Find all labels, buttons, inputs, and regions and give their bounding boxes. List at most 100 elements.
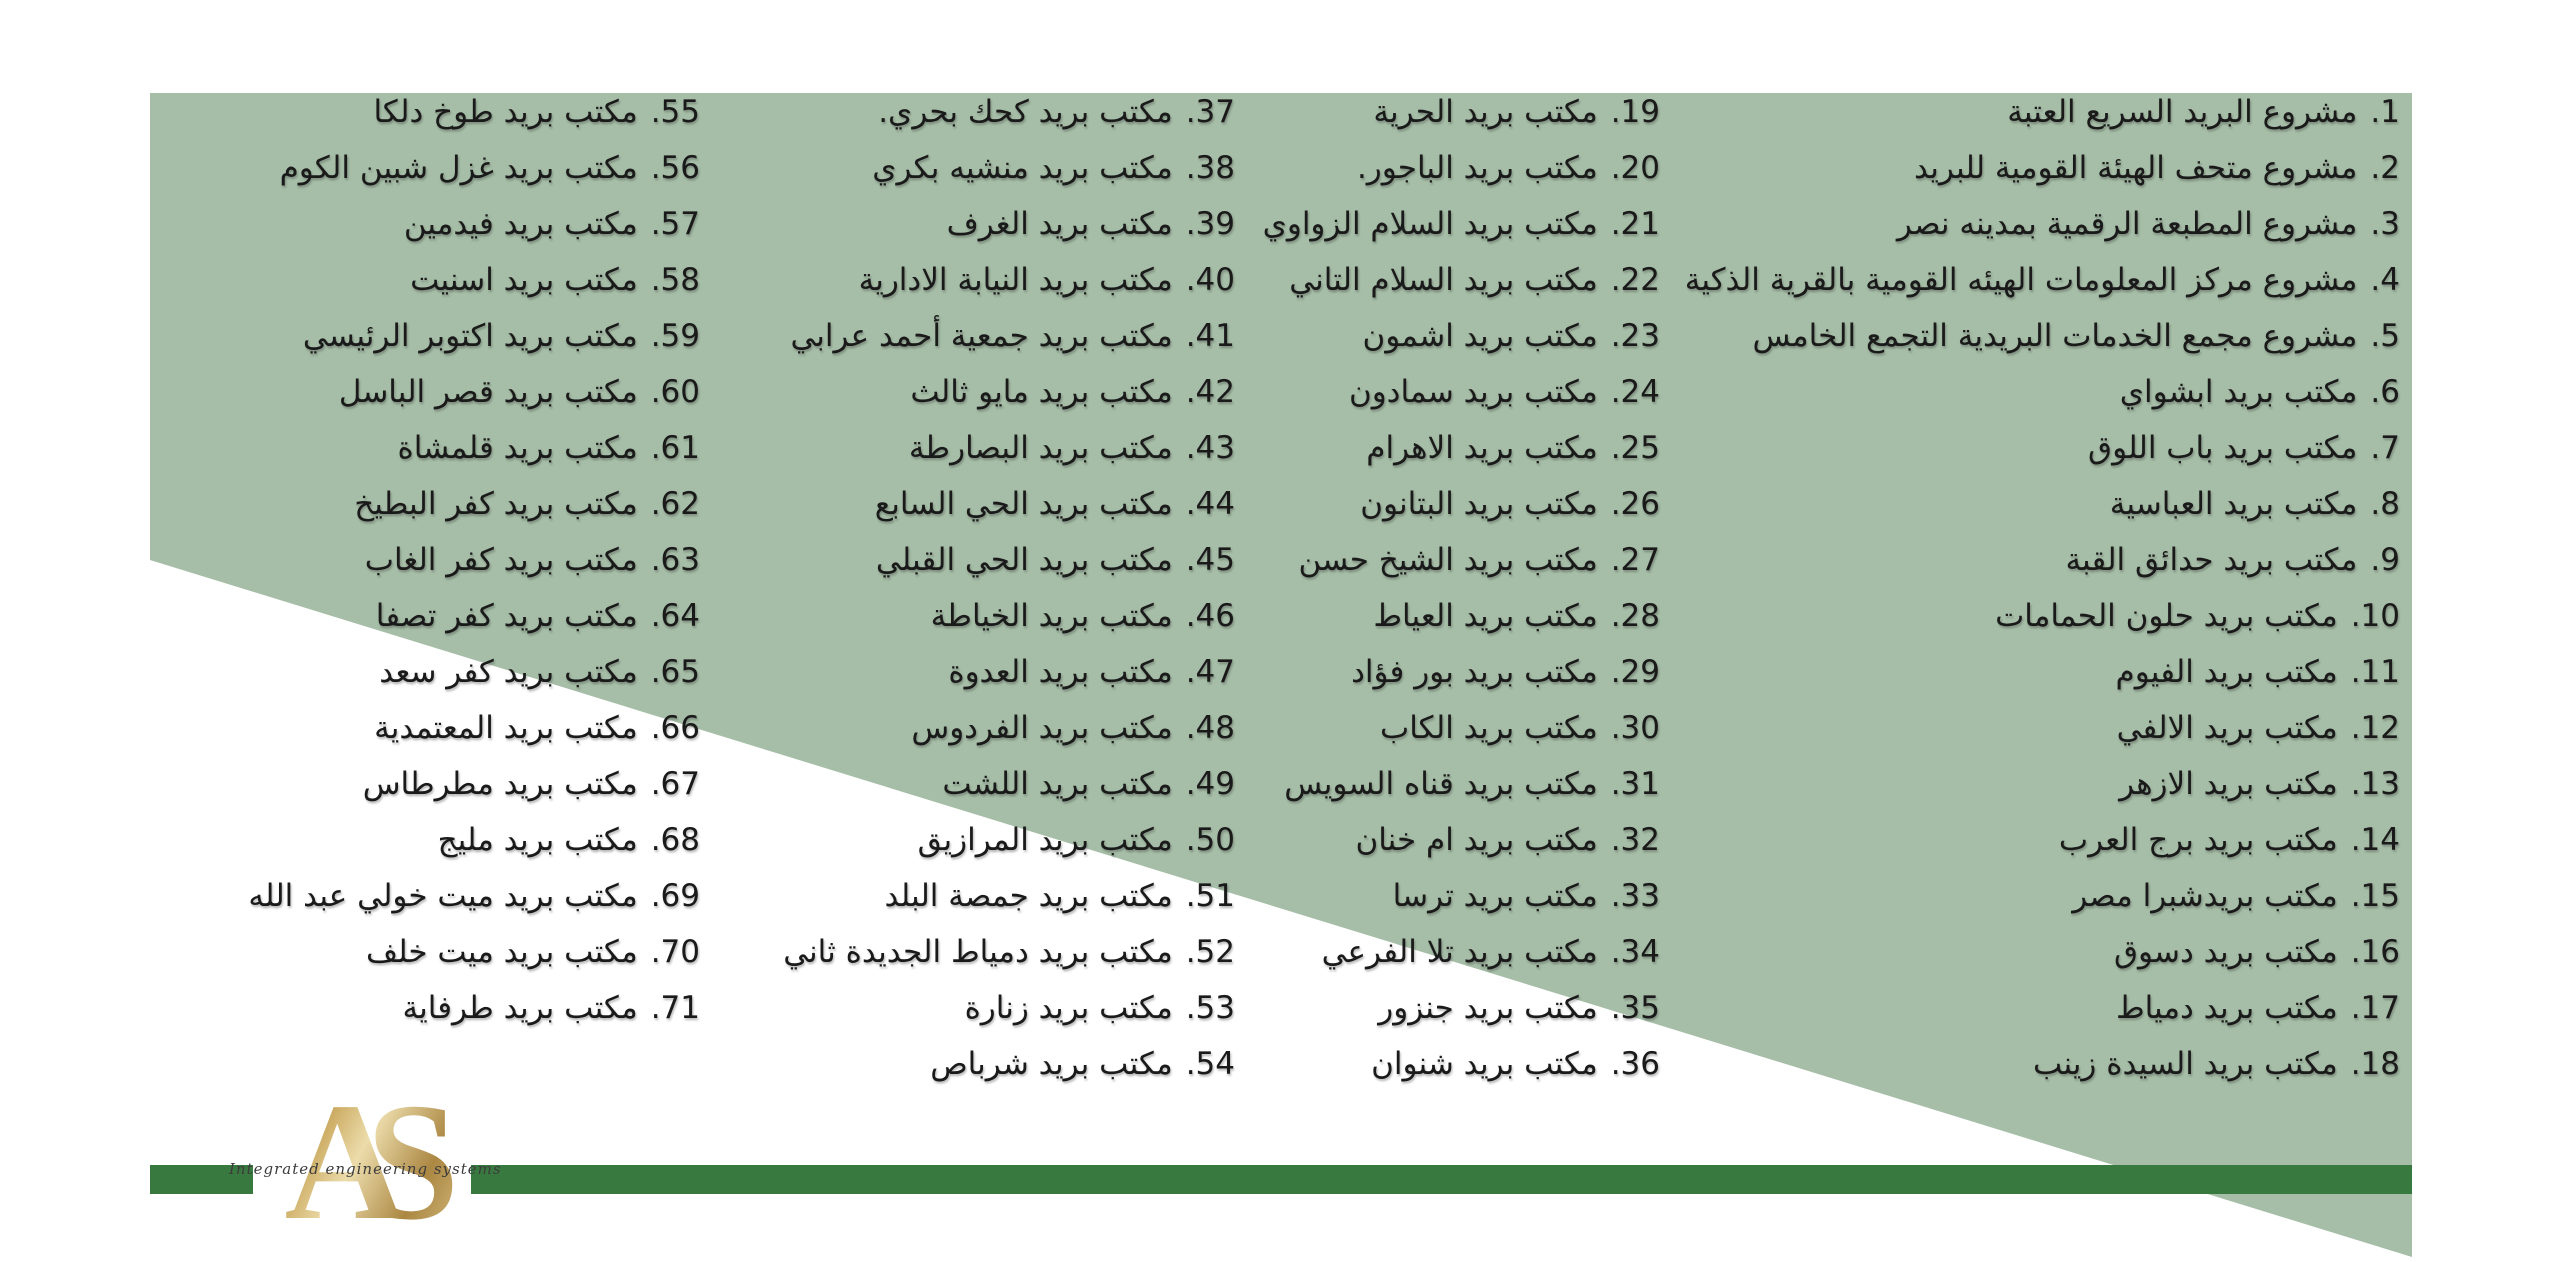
- list-item: 60. مكتب بريد قصر الباسل: [248, 364, 700, 420]
- item-number: 30.: [1610, 710, 1660, 746]
- item-number: 27.: [1610, 542, 1660, 578]
- item-label: مكتب بريد العباسية: [2109, 486, 2358, 522]
- item-number: 67.: [650, 766, 700, 802]
- item-number: 44.: [1185, 486, 1235, 522]
- item-label: مكتب بريد السيدة زينب: [2033, 1046, 2338, 1082]
- item-number: 28.: [1610, 598, 1660, 634]
- item-label: مكتب بريد مليج: [437, 822, 638, 858]
- list-item: 66. مكتب بريد المعتمدية: [248, 700, 700, 756]
- item-label: مكتب بريد ام خنان: [1355, 822, 1598, 858]
- item-label: مكتب بريد كفر البطيخ: [354, 486, 638, 522]
- item-label: مكتب بريد حلون الحمامات: [1995, 598, 2338, 634]
- item-number: 5.: [2370, 318, 2400, 354]
- item-number: 64.: [650, 598, 700, 634]
- item-number: 9.: [2370, 542, 2400, 578]
- item-label: مكتب بريد الحرية: [1373, 94, 1598, 130]
- list-item: 45. مكتب بريد الحي القبلي: [783, 532, 1235, 588]
- item-number: 7.: [2370, 430, 2400, 466]
- list-item: 24. مكتب بريد سمادون: [1263, 364, 1660, 420]
- item-label: مشروع متحف الهيئة القومية للبريد: [1914, 150, 2358, 186]
- projects-column-2: 19. مكتب بريد الحرية 20. مكتب بريد الباجور.…: [1263, 84, 1660, 1092]
- list-item: 27. مكتب بريد الشيخ حسن: [1263, 532, 1660, 588]
- item-number: 66.: [650, 710, 700, 746]
- item-number: 35.: [1610, 990, 1660, 1026]
- item-label: مشروع مجمع الخدمات البريدية التجمع الخام…: [1752, 318, 2358, 354]
- list-item: 17. مكتب بريد دمياط: [1685, 980, 2400, 1036]
- item-label: مكتب بريد كفر سعد: [379, 654, 638, 690]
- item-number: 65.: [650, 654, 700, 690]
- item-number: 3.: [2370, 206, 2400, 242]
- list-item: 1. مشروع البريد السريع العتبة: [1685, 84, 2400, 140]
- list-item: 46. مكتب بريد الخياطة: [783, 588, 1235, 644]
- list-item: 38. مكتب بريد منشيه بكري: [783, 140, 1235, 196]
- list-item: 34. مكتب بريد تلا الفرعي: [1263, 924, 1660, 980]
- list-item: 23. مكتب بريد اشمون: [1263, 308, 1660, 364]
- list-item: 33. مكتب بريد ترسا: [1263, 868, 1660, 924]
- item-number: 49.: [1185, 766, 1235, 802]
- item-number: 45.: [1185, 542, 1235, 578]
- item-label: مكتب بريد ميت خلف: [366, 934, 638, 970]
- list-item: 32. مكتب بريد ام خنان: [1263, 812, 1660, 868]
- list-item: 8. مكتب بريد العباسية: [1685, 476, 2400, 532]
- item-label: مكتب بريد ترسا: [1392, 878, 1598, 914]
- item-label: مكتب بريد اشمون: [1362, 318, 1598, 354]
- item-number: 24.: [1610, 374, 1660, 410]
- item-label: مكتب بريد الحي السابع: [874, 486, 1173, 522]
- item-number: 10.: [2350, 598, 2400, 634]
- item-number: 29.: [1610, 654, 1660, 690]
- list-item: 3. مشروع المطبعة الرقمية بمدينه نصر: [1685, 196, 2400, 252]
- item-number: 55.: [650, 94, 700, 130]
- list-item: 47. مكتب بريد العدوة: [783, 644, 1235, 700]
- item-number: 38.: [1185, 150, 1235, 186]
- item-label: مكتب بريد العدوة: [948, 654, 1173, 690]
- list-item: 56. مكتب بريد غزل شبين الكوم: [248, 140, 700, 196]
- list-item: 14. مكتب بريد برج العرب: [1685, 812, 2400, 868]
- item-label: مكتب بريد اللشت: [942, 766, 1173, 802]
- item-label: مكتب بريد جمعية أحمد عرابي: [790, 318, 1173, 354]
- item-label: مكتب بريد الازهر: [2119, 766, 2338, 802]
- item-label: مكتب بريد سمادون: [1348, 374, 1598, 410]
- item-number: 32.: [1610, 822, 1660, 858]
- item-number: 48.: [1185, 710, 1235, 746]
- item-label: مكتب بريد كحك بحري.: [878, 94, 1173, 130]
- item-number: 57.: [650, 206, 700, 242]
- item-number: 19.: [1610, 94, 1660, 130]
- item-label: مكتب بريد قناه السويس: [1284, 766, 1598, 802]
- item-label: مكتب بريد البصارطة: [908, 430, 1173, 466]
- item-label: مكتب بريد النيابة الادارية: [858, 262, 1173, 298]
- item-label: مكتب بريد شرباص: [930, 1046, 1173, 1082]
- list-item: 18. مكتب بريد السيدة زينب: [1685, 1036, 2400, 1092]
- item-label: مكتب بريد كفر تصفا: [375, 598, 638, 634]
- item-label: مكتب بريد حدائق القبة: [2065, 542, 2358, 578]
- list-item: 54. مكتب بريد شرباص: [783, 1036, 1235, 1092]
- item-label: مكتب بريد قلمشاة: [397, 430, 638, 466]
- item-label: مشروع البريد السريع العتبة: [2007, 94, 2358, 130]
- item-number: 14.: [2350, 822, 2400, 858]
- item-number: 33.: [1610, 878, 1660, 914]
- item-number: 36.: [1610, 1046, 1660, 1082]
- list-item: 35. مكتب بريد جنزور: [1263, 980, 1660, 1036]
- list-item: 11. مكتب بريد الفيوم: [1685, 644, 2400, 700]
- item-label: مكتب بريد الاهرام: [1366, 430, 1598, 466]
- item-label: مكتب بريد الالفي: [2116, 710, 2338, 746]
- item-number: 51.: [1185, 878, 1235, 914]
- list-item: 70. مكتب بريد ميت خلف: [248, 924, 700, 980]
- item-label: مكتب بريد ميت خولي عبد الله: [248, 878, 638, 914]
- item-label: مكتب بريد جمصة البلد: [884, 878, 1173, 914]
- item-label: مشروع مركز المعلومات الهيئه القومية بالق…: [1684, 262, 2358, 298]
- list-item: 10. مكتب بريد حلون الحمامات: [1685, 588, 2400, 644]
- item-label: مكتب بريد المرازيق: [917, 822, 1173, 858]
- projects-column-4: 55. مكتب بريد طوخ دلكا 56. مكتب بريد غزل شب…: [248, 84, 700, 1036]
- item-label: مكتب بريد البتانون: [1360, 486, 1598, 522]
- list-item: 13. مكتب بريد الازهر: [1685, 756, 2400, 812]
- list-item: 50. مكتب بريد المرازيق: [783, 812, 1235, 868]
- item-number: 1.: [2370, 94, 2400, 130]
- item-label: مكتب بريد الشيخ حسن: [1298, 542, 1598, 578]
- item-label: مكتب بريد طرفاية: [402, 990, 638, 1026]
- item-label: مكتب بريدشبرا مصر: [2072, 878, 2338, 914]
- item-label: مكتب بريد قصر الباسل: [338, 374, 638, 410]
- list-item: 30. مكتب بريد الكاب: [1263, 700, 1660, 756]
- item-number: 16.: [2350, 934, 2400, 970]
- list-item: 68. مكتب بريد مليج: [248, 812, 700, 868]
